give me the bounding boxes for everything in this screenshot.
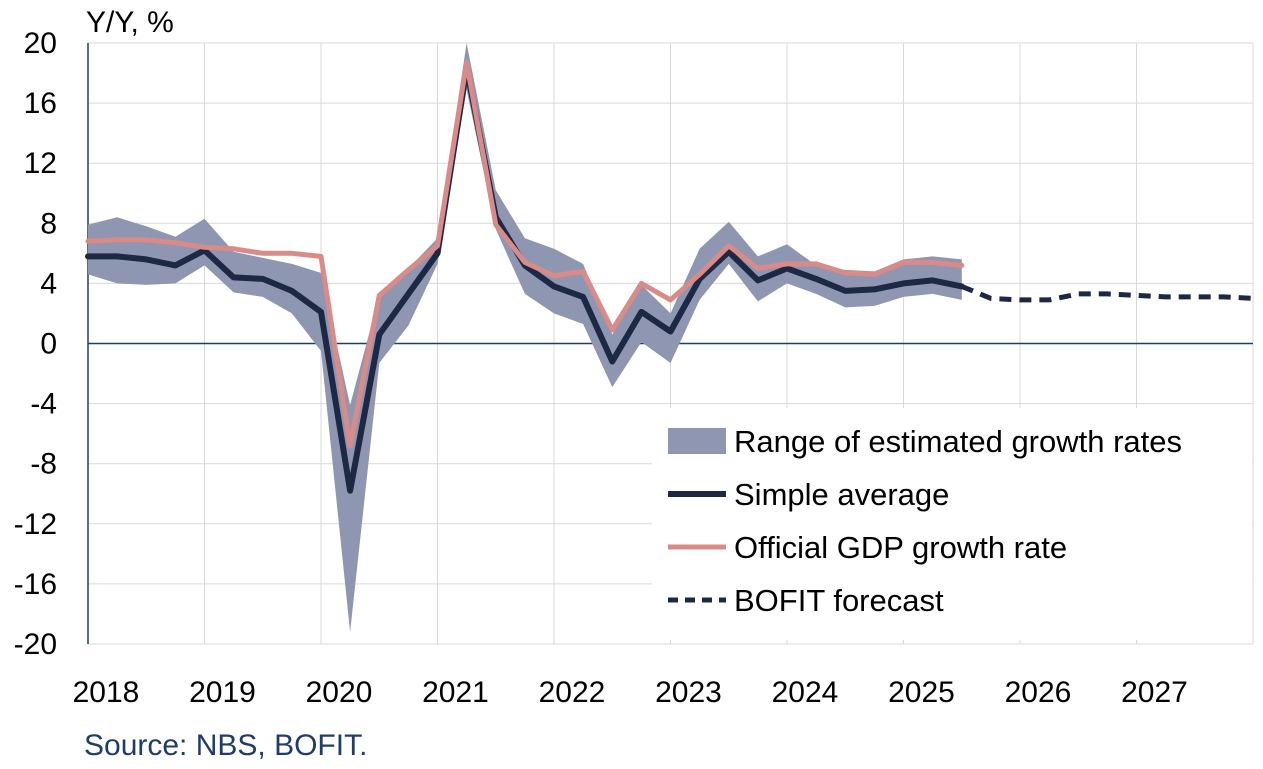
y-tick-label: 4 — [40, 267, 57, 300]
y-tick-label: -4 — [30, 388, 57, 421]
y-tick-label: -12 — [14, 508, 57, 541]
x-tick-label: 2019 — [189, 676, 256, 709]
legend-key-band — [668, 428, 726, 454]
x-tick-label: 2026 — [1005, 676, 1072, 709]
y-axis-ticks: 20 16 12 8 4 0 -4 -8 -12 -16 -20 — [14, 27, 57, 661]
y-tick-label: -8 — [30, 448, 57, 481]
x-tick-label: 2025 — [888, 676, 955, 709]
y-tick-label: -16 — [14, 568, 57, 601]
bofit-forecast-line — [960, 284, 1254, 303]
legend-label: Simple average — [734, 477, 949, 512]
x-axis-ticks: 2018 2019 2020 2021 2022 2023 2024 2025 2026 2027 — [73, 676, 1188, 709]
y-tick-label: 16 — [24, 87, 57, 120]
y-tick-label: 20 — [24, 27, 57, 60]
series-group — [85, 43, 1254, 632]
x-tick-label: 2027 — [1121, 676, 1188, 709]
y-tick-label: 8 — [40, 207, 57, 240]
legend: Range of estimated growth rates Simple av… — [652, 408, 1252, 640]
y-tick-label: -20 — [14, 628, 57, 661]
x-tick-label: 2018 — [73, 676, 140, 709]
x-tick-label: 2022 — [539, 676, 606, 709]
legend-background — [652, 408, 1252, 640]
legend-label: BOFIT forecast — [734, 583, 944, 618]
y-axis-unit-label: Y/Y, % — [86, 6, 174, 39]
x-tick-label: 2021 — [422, 676, 489, 709]
x-tick-label: 2024 — [772, 676, 839, 709]
x-tick-label: 2020 — [306, 676, 373, 709]
legend-label: Official GDP growth rate — [734, 530, 1067, 565]
legend-label: Range of estimated growth rates — [734, 424, 1182, 459]
y-tick-label: 12 — [24, 147, 57, 180]
y-tick-label: 0 — [40, 328, 57, 361]
x-tick-label: 2023 — [655, 676, 722, 709]
source-note: Source: NBS, BOFIT. — [84, 729, 368, 762]
simple-average-line — [85, 65, 965, 494]
official-gdp-line — [85, 60, 965, 449]
